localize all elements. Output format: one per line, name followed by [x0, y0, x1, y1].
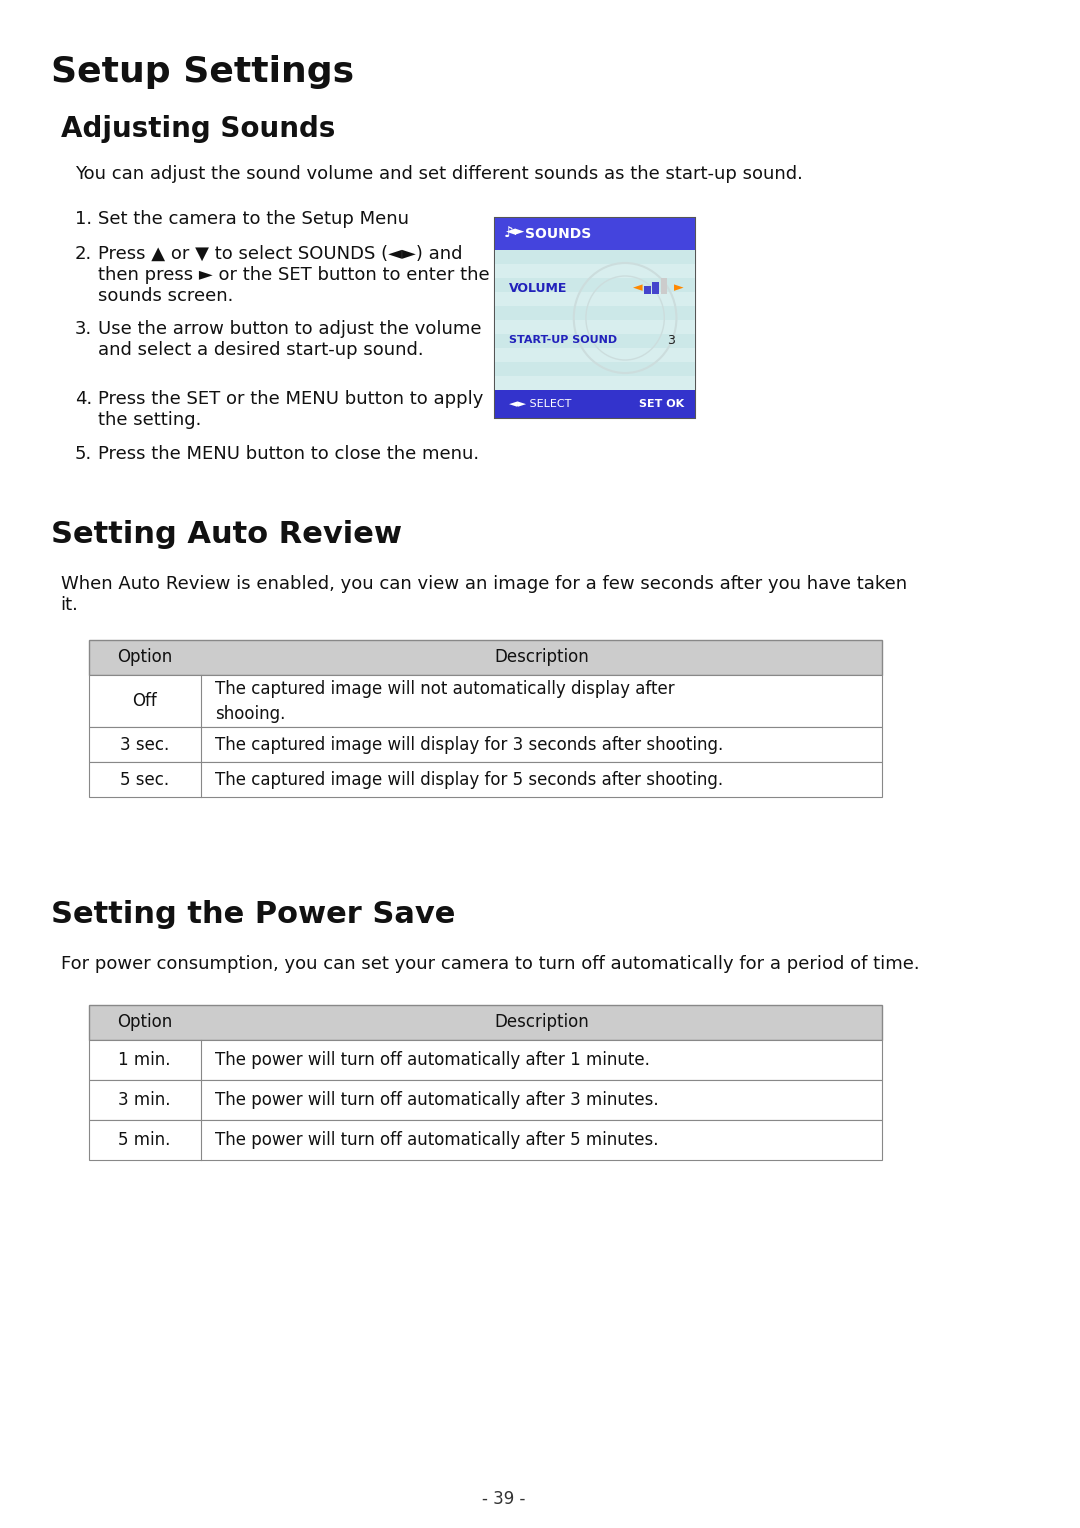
Text: ►: ► — [674, 281, 684, 295]
Text: 1 min.: 1 min. — [119, 1051, 171, 1070]
Text: The power will turn off automatically after 1 minute.: The power will turn off automatically af… — [215, 1051, 649, 1070]
Bar — [495, 390, 696, 419]
Text: Set the camera to the Setup Menu: Set the camera to the Setup Menu — [98, 209, 409, 228]
Text: Adjusting Sounds: Adjusting Sounds — [60, 115, 335, 144]
Text: When Auto Review is enabled, you can view an image for a few seconds after you h: When Auto Review is enabled, you can vie… — [60, 575, 907, 614]
Text: 5 sec.: 5 sec. — [120, 770, 170, 788]
Text: Press the MENU button to close the menu.: Press the MENU button to close the menu. — [98, 445, 480, 463]
Bar — [89, 1080, 882, 1120]
Text: SOUNDS: SOUNDS — [525, 228, 591, 241]
Bar — [495, 278, 696, 292]
Bar — [644, 286, 650, 293]
Bar — [89, 1041, 882, 1080]
Text: Setting the Power Save: Setting the Power Save — [52, 900, 456, 929]
Text: The captured image will not automatically display after
shooing.: The captured image will not automaticall… — [215, 680, 674, 723]
Text: For power consumption, you can set your camera to turn off automatically for a p: For power consumption, you can set your … — [60, 955, 919, 973]
Text: - 39 -: - 39 - — [483, 1490, 526, 1508]
Text: 1.: 1. — [75, 209, 92, 228]
Text: ◄► SELECT: ◄► SELECT — [509, 399, 571, 410]
Text: The power will turn off automatically after 5 minutes.: The power will turn off automatically af… — [215, 1131, 658, 1149]
Text: You can adjust the sound volume and set different sounds as the start-up sound.: You can adjust the sound volume and set … — [75, 165, 802, 183]
Text: 3 sec.: 3 sec. — [120, 735, 170, 753]
Bar — [89, 1005, 882, 1041]
Text: ◄: ◄ — [633, 281, 643, 295]
Bar — [495, 335, 696, 348]
Bar — [89, 675, 882, 727]
Bar — [89, 762, 882, 798]
Text: ◄►: ◄► — [505, 226, 525, 238]
Text: Option: Option — [117, 648, 173, 666]
FancyBboxPatch shape — [495, 219, 696, 251]
Text: Description: Description — [494, 648, 589, 666]
FancyBboxPatch shape — [495, 219, 696, 419]
Text: The captured image will display for 5 seconds after shooting.: The captured image will display for 5 se… — [215, 770, 723, 788]
Text: Press ▲ or ▼ to select SOUNDS (◄►) and
then press ► or the SET button to enter t: Press ▲ or ▼ to select SOUNDS (◄►) and t… — [98, 244, 489, 304]
Text: Setup Settings: Setup Settings — [52, 55, 354, 89]
Text: 4.: 4. — [75, 390, 92, 408]
Text: The captured image will display for 3 seconds after shooting.: The captured image will display for 3 se… — [215, 735, 723, 753]
Bar — [495, 362, 696, 376]
Text: 5.: 5. — [75, 445, 92, 463]
Text: START-UP SOUND: START-UP SOUND — [509, 335, 617, 345]
Text: Off: Off — [132, 692, 157, 711]
Text: Press the SET or the MENU button to apply
the setting.: Press the SET or the MENU button to appl… — [98, 390, 484, 429]
Bar — [89, 727, 882, 762]
Bar — [495, 264, 696, 278]
Bar — [495, 348, 696, 362]
Text: 3: 3 — [667, 333, 675, 347]
Text: 2.: 2. — [75, 244, 92, 263]
Text: Use the arrow button to adjust the volume
and select a desired start-up sound.: Use the arrow button to adjust the volum… — [98, 319, 482, 359]
Bar — [495, 319, 696, 335]
Bar — [89, 640, 882, 675]
Bar — [495, 306, 696, 319]
Text: 3 min.: 3 min. — [119, 1091, 171, 1109]
Text: Setting Auto Review: Setting Auto Review — [52, 520, 403, 549]
Text: Option: Option — [117, 1013, 173, 1031]
Bar — [661, 278, 667, 293]
Text: SET OK: SET OK — [639, 399, 685, 410]
Bar — [89, 1120, 882, 1160]
Text: 5 min.: 5 min. — [119, 1131, 171, 1149]
Bar — [495, 251, 696, 264]
Bar — [495, 292, 696, 306]
Text: 3.: 3. — [75, 319, 92, 338]
Text: VOLUME: VOLUME — [509, 281, 567, 295]
Bar — [495, 376, 696, 390]
Bar — [652, 283, 659, 293]
Text: The power will turn off automatically after 3 minutes.: The power will turn off automatically af… — [215, 1091, 659, 1109]
Text: ♪: ♪ — [504, 226, 514, 240]
Text: Description: Description — [494, 1013, 589, 1031]
